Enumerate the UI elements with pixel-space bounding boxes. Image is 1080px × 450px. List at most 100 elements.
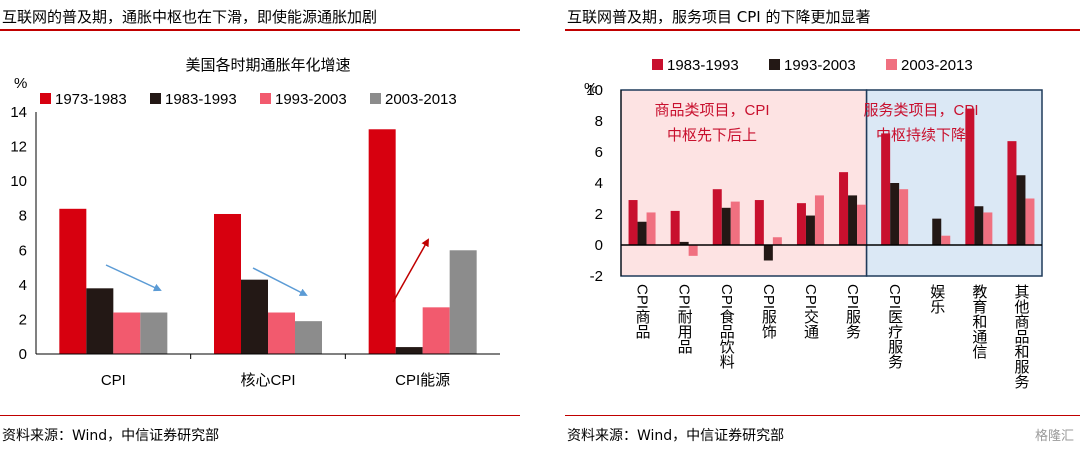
x-category-label: CPI能源 <box>395 372 450 389</box>
bar-CPI商品-1993-2003 <box>637 221 647 245</box>
legend-swatch-1983-1993 <box>150 93 161 104</box>
annotation-services-line2: 中枢持续下降 <box>876 127 966 144</box>
bar-CPI服饰-1993-2003 <box>763 245 773 261</box>
left-title-rule <box>0 29 520 31</box>
bar-CPI医疗服务-1993-2003 <box>890 183 900 245</box>
bar-CPI-1993-2003 <box>113 312 141 354</box>
y-tick-label: 6 <box>19 242 27 259</box>
bar-CPI服务-1993-2003 <box>848 195 858 245</box>
bar-CPI交通-1983-1993 <box>796 203 806 245</box>
trend-arrow-cpi <box>105 264 162 292</box>
legend-swatch-1983-1993 <box>652 59 663 70</box>
bar-CPI-1973-1983 <box>59 208 87 354</box>
x-category-label: CPI <box>101 372 126 389</box>
y-tick-label: 0 <box>595 237 603 254</box>
y-tick-label: 8 <box>595 113 603 130</box>
left-panel: 互联网的普及期，通胀中枢也在下滑，即使能源通胀加剧 美国各时期通胀年化增速% 19… <box>0 0 520 450</box>
trend-arrow-energy-cpi <box>392 238 429 303</box>
bar-核心CPI-1993-2003 <box>268 312 295 354</box>
watermark-text: 格隆汇 <box>1034 429 1074 444</box>
bar-CPI耐用品-1983-1993 <box>670 210 680 245</box>
x-category-label: CPI耐用品 <box>676 284 693 354</box>
left-source-note: 资料来源：Wind，中信证券研究部 <box>2 428 220 444</box>
annotation-goods-line2: 中枢先下后上 <box>667 127 757 144</box>
bar-其他商品和服务-1983-1993 <box>1007 141 1017 245</box>
bar-CPI商品-2003-2013 <box>646 212 656 245</box>
legend-swatch-2003-2013 <box>370 93 381 104</box>
legend-swatch-1973-1983 <box>40 93 51 104</box>
y-tick-label: 12 <box>10 139 27 156</box>
y-tick-label: 10 <box>10 173 27 190</box>
x-category-label: CPI服务 <box>844 284 861 340</box>
legend-label-1983-1993: 1983-1993 <box>667 57 739 74</box>
bar-CPI交通-2003-2013 <box>814 195 824 245</box>
annotation-goods-line1: 商品类项目，CPI <box>654 102 769 119</box>
bar-CPI食品饮料-1983-1993 <box>712 189 722 245</box>
legend-label-2003-2013: 2003-2013 <box>901 57 973 74</box>
left-panel-title: 互联网的普及期，通胀中枢也在下滑，即使能源通胀加剧 <box>2 8 378 26</box>
right-chart: 1983-1993 1993-2003 2003-2013% -2 0 2 4 6 8 10 CPI… <box>584 57 1043 390</box>
left-chart: 美国各时期通胀年化增速% 1973-1983 1983-1993 1993-2003 2… <box>10 57 500 389</box>
x-category-label: 核心CPI <box>240 372 295 389</box>
y-tick-label: 2 <box>19 311 27 328</box>
bar-核心CPI-1983-1993 <box>241 279 268 354</box>
bar-CPI-1983-1993 <box>86 288 114 354</box>
bar-教育和通信-1983-1993 <box>965 108 975 245</box>
legend-label-1993-2003: 1993-2003 <box>784 57 856 74</box>
bar-教育和通信-1993-2003 <box>974 206 984 245</box>
bar-CPI服务-1983-1993 <box>839 172 849 245</box>
right-title-rule <box>565 29 1080 31</box>
legend-swatch-1993-2003 <box>260 93 271 104</box>
bar-CPI-2003-2013 <box>140 312 168 354</box>
bar-其他商品和服务-2003-2013 <box>1025 198 1035 245</box>
bar-CPI耐用品-2003-2013 <box>688 245 698 256</box>
right-panel-title: 互联网普及期，服务项目 CPI 的下降更加显著 <box>567 8 871 26</box>
bar-核心CPI-1973-1983 <box>214 213 241 354</box>
y-axis-unit: % <box>14 75 27 92</box>
y-tick-label: 6 <box>595 144 603 161</box>
y-tick-label: 8 <box>19 208 27 225</box>
bar-CPI食品饮料-1993-2003 <box>721 207 731 245</box>
y-tick-label: 10 <box>586 82 603 99</box>
y-tick-label: 4 <box>19 277 27 294</box>
bar-CPI能源-1983-1993 <box>395 347 423 354</box>
bar-CPI食品饮料-2003-2013 <box>730 201 740 245</box>
x-category-label: CPI交通 <box>802 284 819 339</box>
trend-arrow-core-cpi <box>252 267 308 296</box>
y-tick-label: -2 <box>590 268 603 285</box>
legend-label-1973-1983: 1973-1983 <box>55 91 127 108</box>
x-category-label: 娱乐 <box>928 284 945 314</box>
x-category-label: CPI服饰 <box>760 284 777 339</box>
legend-label-2003-2013: 2003-2013 <box>385 91 457 108</box>
x-category-label: CPI食品饮料 <box>718 284 735 369</box>
x-category-label: CPI医疗服务 <box>886 284 903 370</box>
right-panel: 互联网普及期，服务项目 CPI 的下降更加显著 1983-1993 1993-20… <box>565 0 1080 450</box>
bar-CPI医疗服务-2003-2013 <box>899 189 909 245</box>
legend-swatch-2003-2013 <box>886 59 897 70</box>
bar-CPI能源-2003-2013 <box>449 250 477 354</box>
bar-娱乐-1993-2003 <box>932 218 942 245</box>
y-tick-label: 2 <box>595 206 603 223</box>
x-category-label: 教育和通信 <box>970 284 987 359</box>
legend-swatch-1993-2003 <box>769 59 780 70</box>
right-footer-rule <box>565 415 1080 416</box>
bar-其他商品和服务-1993-2003 <box>1016 175 1026 245</box>
bar-CPI交通-1993-2003 <box>805 215 815 245</box>
bar-CPI能源-1993-2003 <box>422 307 450 354</box>
bar-CPI耐用品-1993-2003 <box>679 241 689 245</box>
y-axis-unit: % <box>584 80 597 97</box>
bar-CPI服务-2003-2013 <box>857 204 867 245</box>
legend-label-1983-1993: 1983-1993 <box>165 91 237 108</box>
bar-CPI服饰-2003-2013 <box>772 237 782 245</box>
chart-title: 美国各时期通胀年化增速 <box>185 57 350 74</box>
x-category-label: 其他商品和服务 <box>1012 284 1029 390</box>
bar-CPI服饰-1983-1993 <box>754 200 764 245</box>
legend-label-1993-2003: 1993-2003 <box>275 91 347 108</box>
left-footer-rule <box>0 415 520 416</box>
y-tick-label: 4 <box>595 175 603 192</box>
bar-教育和通信-2003-2013 <box>983 212 993 245</box>
x-category-label: CPI商品 <box>634 284 651 339</box>
bar-CPI商品-1983-1993 <box>628 200 638 245</box>
bar-娱乐-2003-2013 <box>941 235 951 245</box>
right-source-note: 资料来源：Wind，中信证券研究部 <box>567 428 785 444</box>
